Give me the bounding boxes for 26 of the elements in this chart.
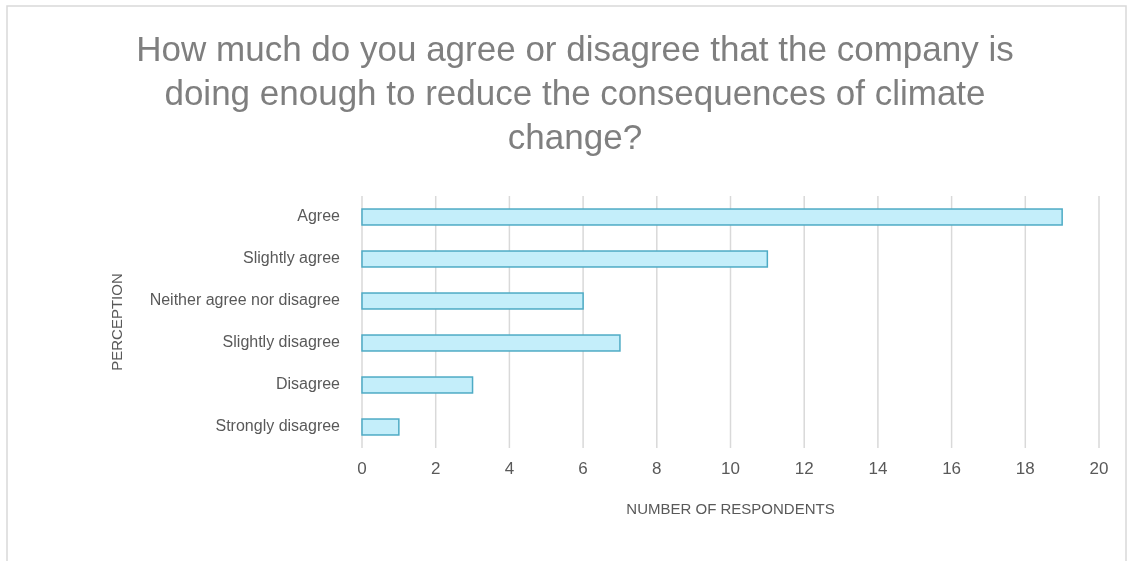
bar — [361, 376, 474, 394]
x-tick-label: 14 — [868, 459, 888, 479]
bar — [361, 292, 584, 310]
y-tick-label: Neither agree nor disagree — [149, 291, 341, 309]
y-tick-label: Disagree — [275, 375, 341, 393]
y-axis-title: PERCEPTION — [107, 273, 125, 371]
x-tick-label: 6 — [578, 459, 588, 479]
x-tick-label: 16 — [942, 459, 962, 479]
x-tick-label: 12 — [794, 459, 814, 479]
x-axis-title: NUMBER OF RESPONDENTS — [626, 499, 835, 517]
bar — [361, 334, 621, 352]
x-tick-label: 8 — [652, 459, 662, 479]
y-tick-label: Agree — [297, 207, 341, 225]
y-tick-label: Slightly agree — [243, 249, 341, 267]
bar — [361, 208, 1063, 226]
bar — [361, 418, 400, 436]
y-tick-label: Strongly disagree — [215, 417, 341, 435]
y-tick-label: Slightly disagree — [222, 333, 341, 351]
x-tick-label: 0 — [357, 459, 367, 479]
x-tick-label: 18 — [1015, 459, 1035, 479]
x-tick-label: 4 — [504, 459, 515, 479]
x-tick-label: 20 — [1089, 459, 1109, 479]
x-tick-label: 2 — [430, 459, 441, 479]
x-tick-label: 10 — [721, 459, 740, 479]
bar — [361, 250, 769, 268]
chart-title: How much do you agree or disagree that the company is doing enough to reduce the consequences of climate change? — [136, 29, 1014, 157]
